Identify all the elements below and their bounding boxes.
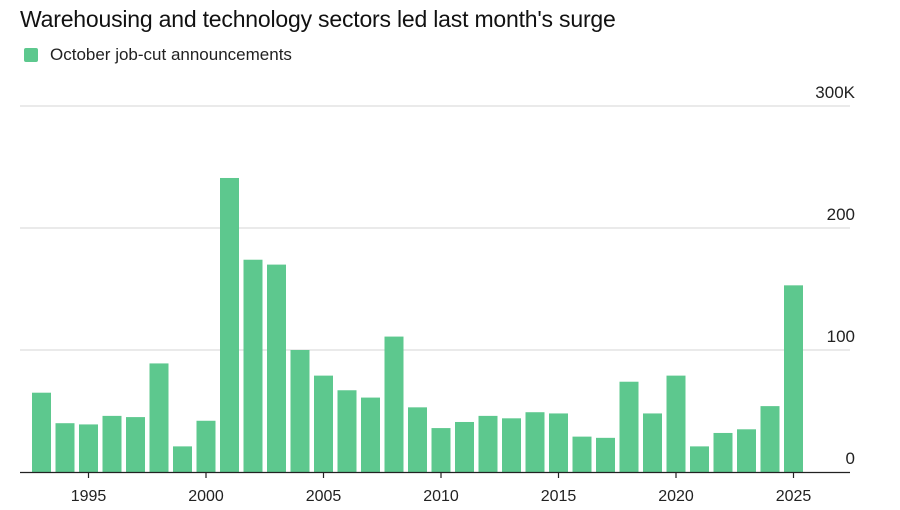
bar-2020: [666, 375, 686, 472]
bar-1995: [79, 424, 98, 472]
legend: October job-cut announcements: [24, 45, 292, 65]
bar-2005: [314, 375, 333, 472]
bar-2001: [220, 177, 239, 473]
bar-2023: [737, 429, 756, 472]
legend-label: October job-cut announcements: [50, 45, 292, 64]
x-tick-label-2015: 2015: [541, 488, 577, 505]
bar-2014: [525, 412, 545, 472]
bar-2015: [549, 413, 568, 472]
y-tick-label-200: 200: [827, 205, 855, 224]
bar-2003: [267, 264, 286, 472]
y-tick-label-300: 300K: [815, 83, 855, 102]
x-tick-label-2010: 2010: [423, 488, 459, 505]
gridlines: [20, 105, 850, 351]
legend-swatch: [24, 48, 38, 62]
bar-2025: [784, 285, 803, 472]
bar-1993: [32, 392, 51, 472]
bar-2017: [596, 437, 615, 472]
bar-2021: [690, 446, 709, 472]
bar-2012: [478, 415, 498, 472]
bar-2022: [713, 432, 733, 472]
x-axis: [20, 471, 850, 478]
bar-1996: [102, 415, 122, 472]
bar-2018: [619, 381, 639, 472]
x-tick-label-2000: 2000: [188, 488, 224, 505]
x-tick-label-2020: 2020: [658, 488, 694, 505]
bar-2000: [196, 420, 216, 472]
x-tick-label-1995: 1995: [71, 488, 107, 505]
bar-2011: [455, 421, 474, 472]
bar-1997: [126, 417, 145, 472]
y-tick-label-100: 100: [827, 327, 855, 346]
bar-1998: [149, 363, 169, 472]
bar-2006: [337, 390, 357, 472]
bar-2010: [431, 428, 451, 472]
bar-2024: [760, 406, 780, 472]
y-tick-label-0: 0: [846, 449, 855, 468]
bar-2013: [502, 418, 521, 472]
y-axis-labels: 0 100 200 300K: [815, 83, 855, 468]
x-tick-label-2025: 2025: [776, 488, 812, 505]
bar-1994: [55, 423, 75, 472]
bar-2002: [243, 259, 263, 472]
bar-2007: [361, 397, 380, 472]
x-tick-label-2005: 2005: [306, 488, 342, 505]
bar-2004: [290, 350, 310, 472]
bar-2016: [572, 436, 592, 472]
bars: [32, 177, 803, 473]
chart-title: Warehousing and technology sectors led l…: [20, 6, 616, 32]
bar-2009: [408, 407, 427, 472]
bar-2019: [643, 413, 662, 472]
bar-2008: [384, 336, 404, 472]
bar-1999: [173, 446, 192, 472]
x-axis-labels: 1995 2000 2005 2010 2015 2020 2025: [71, 488, 812, 505]
